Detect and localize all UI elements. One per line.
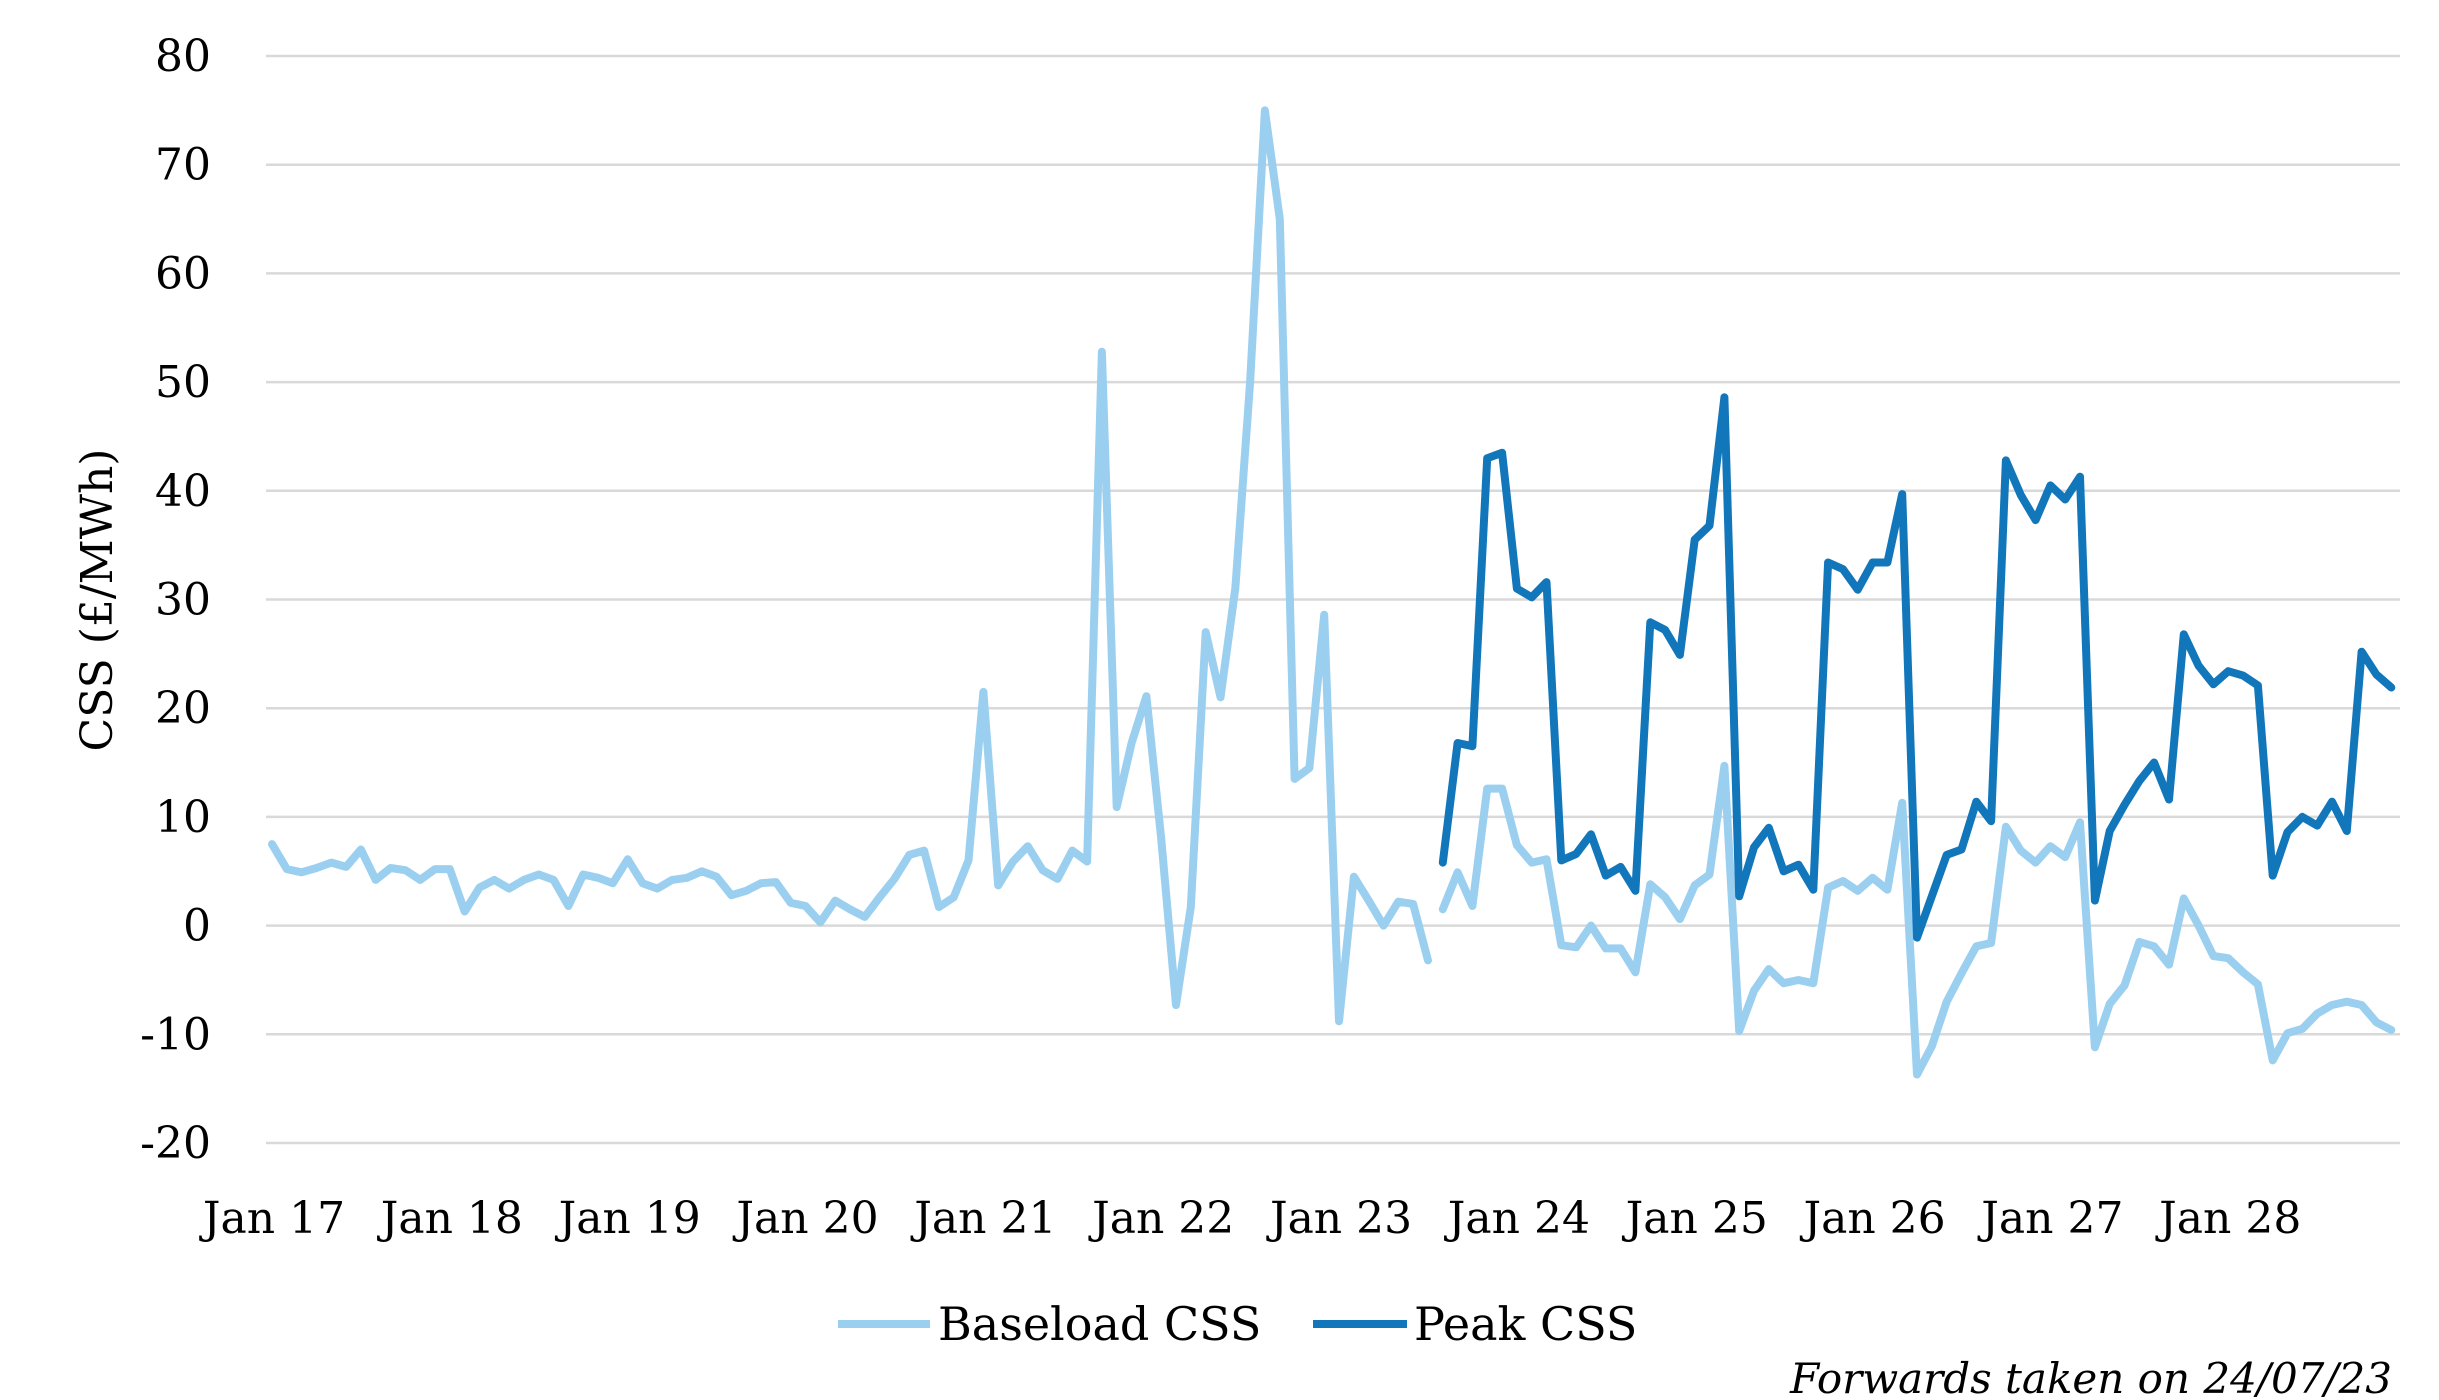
x-axis-ticks: Jan 17 Jan 18 Jan 19 Jan 20 Jan 21 Jan 22 Jan … [199,1193,2301,1244]
gridlines [266,54,2400,1145]
y-axis-ticks: 80 70 60 50 40 30 20 10 0 -10 -20 [140,31,211,1169]
x-tick-label: Jan 22 [1088,1193,1234,1244]
x-tick-label: Jan 24 [1444,1193,1590,1244]
x-tick-label: Jan 28 [2155,1193,2301,1244]
y-tick-label: 10 [155,792,211,843]
series-lines [268,106,2396,1079]
baseload-css-line [1438,761,2396,1079]
x-tick-label: Jan 17 [199,1193,345,1244]
y-tick-label: 20 [155,683,211,734]
y-tick-label: -20 [140,1118,211,1169]
forwards-annotation: Forwards taken on 24/07/23 [1789,1354,2392,1400]
x-tick-label: Jan 23 [1266,1193,1412,1244]
y-tick-label: 70 [155,140,211,191]
y-axis-title: CSS (£/MWh) [72,449,123,752]
y-tick-label: 30 [155,575,211,626]
legend: Baseload CSS Peak CSS [838,1297,1637,1351]
x-tick-label: Jan 25 [1622,1193,1768,1244]
x-tick-label: Jan 21 [910,1193,1056,1244]
legend-label-peak: Peak CSS [1414,1297,1637,1351]
y-tick-label: 40 [155,466,211,517]
x-tick-label: Jan 27 [1977,1193,2123,1244]
x-tick-label: Jan 20 [732,1193,878,1244]
baseload-css-line [268,106,1432,1026]
x-tick-label: Jan 26 [1799,1193,1945,1244]
y-tick-label: 0 [183,901,211,952]
y-tick-label: -10 [140,1009,211,1060]
y-tick-label: 60 [155,248,211,299]
peak-css-line [1438,393,2396,942]
x-tick-label: Jan 18 [377,1193,523,1244]
y-tick-label: 50 [155,357,211,408]
legend-label-baseload: Baseload CSS [938,1297,1261,1351]
y-tick-label: 80 [155,31,211,82]
x-tick-label: Jan 19 [555,1193,701,1244]
